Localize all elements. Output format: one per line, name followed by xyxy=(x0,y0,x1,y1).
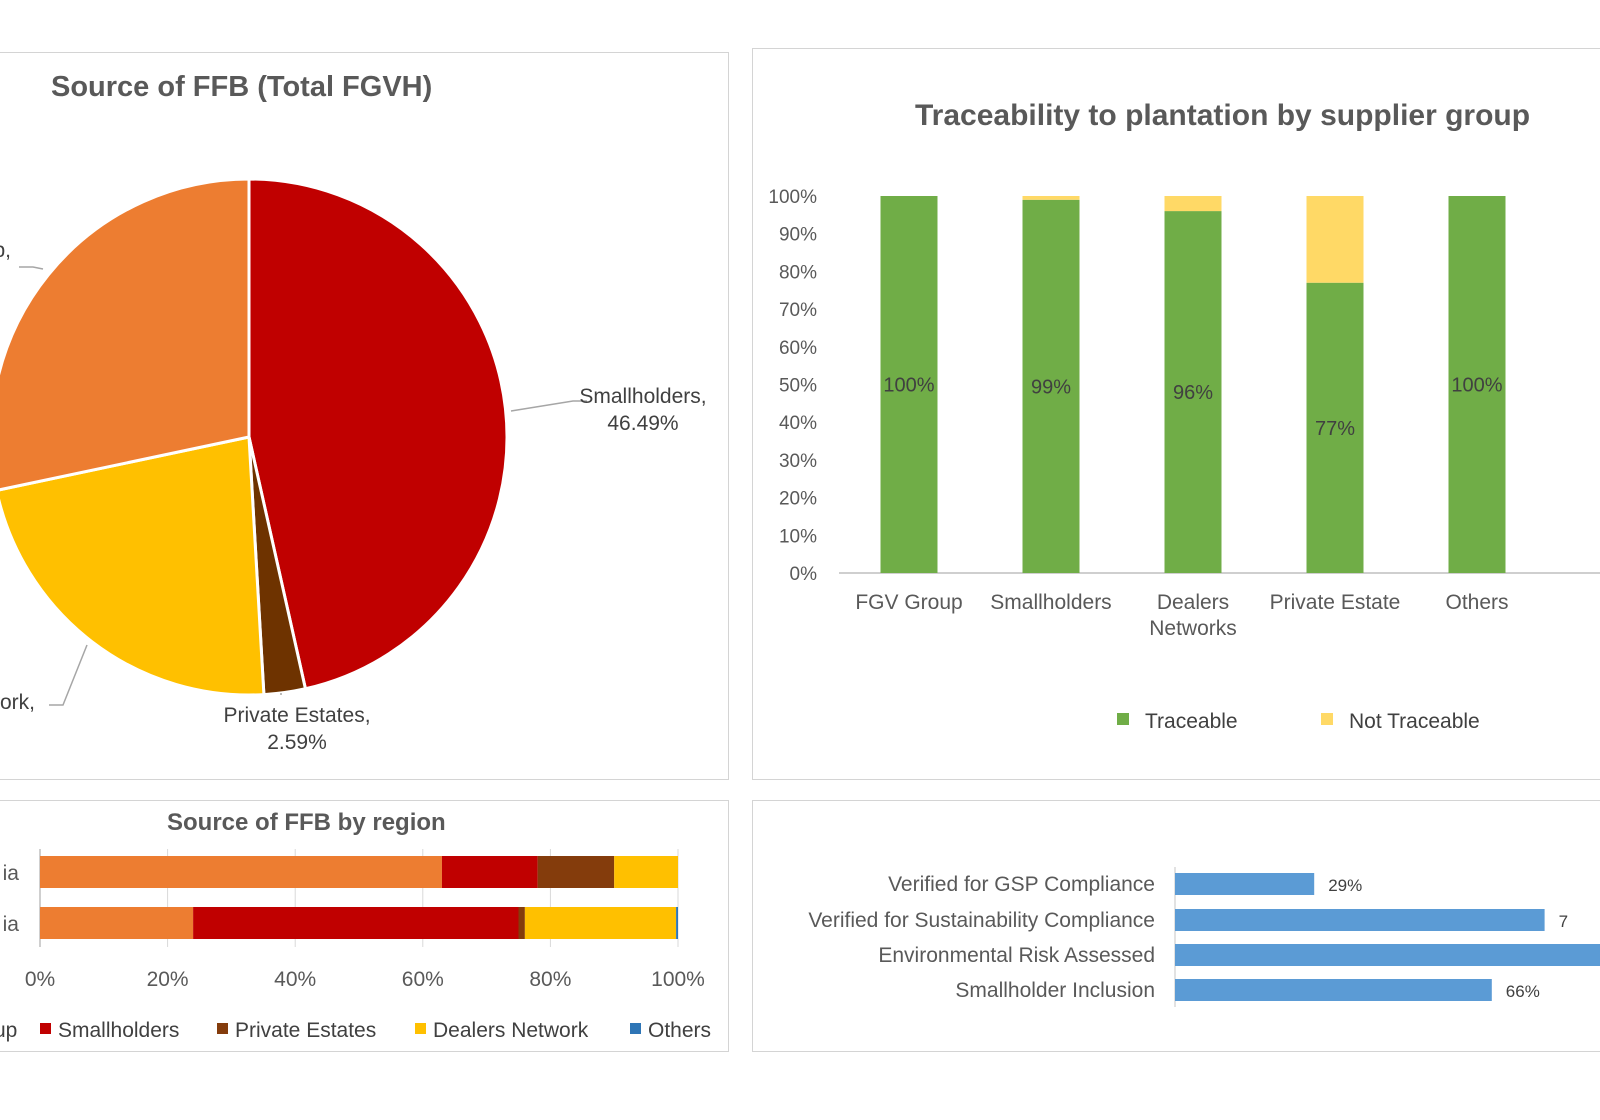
legend-swatch xyxy=(40,1023,51,1034)
pie-chart: Smallholders, 46.49% Private Estates, 2.59%… xyxy=(0,177,707,754)
bar-value-label: 29% xyxy=(1328,876,1362,895)
y-tick-label: ia xyxy=(3,913,20,936)
bar-value-label: 96% xyxy=(1173,382,1213,404)
legend-swatch xyxy=(630,1023,641,1034)
x-tick-label: 80% xyxy=(529,968,571,991)
x-tick-label: Private Estate xyxy=(1270,591,1401,614)
x-tick-label: Others xyxy=(1445,591,1508,614)
y-tick-label: ia xyxy=(3,862,20,885)
bar xyxy=(1175,873,1315,895)
y-tick-label: 70% xyxy=(779,300,817,321)
y-tick-label: 40% xyxy=(779,413,817,434)
pie-leader-line xyxy=(49,644,88,706)
legend-label: up xyxy=(0,1019,17,1042)
region-chart-title: Source of FFB by region xyxy=(167,809,446,836)
category-label: Environmental Risk Assessed xyxy=(878,944,1155,967)
bar-segment xyxy=(193,907,519,939)
metrics-chart-panel: Verified for GSP Compliance 29% Verified f… xyxy=(752,800,1600,1052)
legend-label: Dealers Network xyxy=(433,1019,589,1042)
legend-label: Others xyxy=(648,1019,711,1042)
y-tick-label: 100% xyxy=(768,187,817,208)
x-tick-label: Dealers xyxy=(1157,591,1229,614)
legend-label: Traceable xyxy=(1145,710,1238,733)
pie-slice-label: Network, xyxy=(0,691,35,714)
x-tick-label: 100% xyxy=(651,968,705,991)
bar-value-label: 99% xyxy=(1031,376,1071,398)
y-tick-label: 80% xyxy=(779,262,817,283)
bar-segment xyxy=(880,196,938,573)
y-tick-label: 20% xyxy=(779,489,817,510)
bar-segment xyxy=(40,907,194,939)
bar-segment xyxy=(676,907,678,939)
x-tick-label: 20% xyxy=(147,968,189,991)
legend-label: Smallholders xyxy=(58,1019,179,1042)
bar-segment xyxy=(441,856,538,888)
bar xyxy=(1175,979,1492,1001)
bar-segment xyxy=(518,907,525,939)
legend-swatch xyxy=(1321,713,1333,725)
pie-slice-value: 2.59% xyxy=(267,731,327,754)
bar-segment xyxy=(1164,196,1222,212)
y-tick-label: 60% xyxy=(779,338,817,359)
bar-value-label: 7 xyxy=(1559,912,1568,931)
y-tick-label: 90% xyxy=(779,225,817,246)
legend-label: Private Estates xyxy=(235,1019,376,1042)
y-tick-label: 30% xyxy=(779,451,817,472)
pie-chart-panel: Source of FFB (Total FGVH) Smallholders,… xyxy=(0,52,729,780)
bar-segment xyxy=(1306,196,1364,283)
pie-leader-line xyxy=(19,266,44,270)
pie-slice xyxy=(0,435,266,697)
x-tick-label: Networks xyxy=(1149,617,1237,640)
y-tick-label: 0% xyxy=(790,564,818,585)
x-tick-label: FGV Group xyxy=(855,591,962,614)
x-tick-label: 60% xyxy=(402,968,444,991)
bar-segment xyxy=(1022,196,1080,200)
pie-slice-label: Smallholders, xyxy=(579,385,706,408)
traceability-chart-title: Traceability to plantation by supplier g… xyxy=(915,99,1531,132)
category-label: Verified for GSP Compliance xyxy=(888,873,1155,896)
bar-segment xyxy=(537,856,615,888)
bar-value-label: 77% xyxy=(1315,418,1355,440)
legend-label: Not Traceable xyxy=(1349,710,1480,733)
traceability-chart-panel: Traceability to plantation by supplier g… xyxy=(752,48,1600,780)
bar-segment xyxy=(40,856,442,888)
bar xyxy=(1175,909,1545,931)
x-tick-label: Smallholders xyxy=(990,591,1111,614)
bar-segment xyxy=(524,907,677,939)
bar-segment xyxy=(614,856,678,888)
region-chart: 0% 20% 40% 60% 80% 100% ia ia up Smallholders Priv… xyxy=(0,849,711,1042)
x-tick-label: 40% xyxy=(274,968,316,991)
pie-slice xyxy=(247,177,509,691)
region-chart-panel: Source of FFB by region 0% 20% 40% 60% 80% 10… xyxy=(0,800,729,1052)
pie-slice-label: p, xyxy=(0,239,11,262)
bar-segment xyxy=(1448,196,1506,573)
bar-segment xyxy=(1164,211,1222,573)
bar-value-label: 100% xyxy=(1451,375,1502,397)
category-label: Smallholder Inclusion xyxy=(955,979,1155,1002)
bar-segment xyxy=(1306,282,1364,573)
legend-swatch xyxy=(217,1023,228,1034)
bar-segment xyxy=(1022,199,1080,573)
traceability-chart: 0% 10% 20% 30% 40% 50% 60% 70% 80% 90% 100% 100% FGV… xyxy=(768,187,1600,733)
bar-value-label: 66% xyxy=(1506,982,1540,1001)
pie-slice-value: 46.49% xyxy=(607,412,678,435)
x-tick-label: 0% xyxy=(25,968,55,991)
metrics-chart: Verified for GSP Compliance 29% Verified f… xyxy=(808,867,1600,1007)
pie-slice xyxy=(0,177,251,492)
y-tick-label: 50% xyxy=(779,376,817,397)
bar xyxy=(1175,944,1600,966)
legend-swatch xyxy=(415,1023,426,1034)
y-tick-label: 10% xyxy=(779,526,817,547)
pie-chart-title: Source of FFB (Total FGVH) xyxy=(51,71,433,103)
category-label: Verified for Sustainability Compliance xyxy=(808,909,1155,932)
legend-swatch xyxy=(1117,713,1129,725)
pie-slice-label: Private Estates, xyxy=(223,704,370,727)
bar-value-label: 100% xyxy=(883,375,934,397)
pie-leader-line xyxy=(510,400,587,412)
